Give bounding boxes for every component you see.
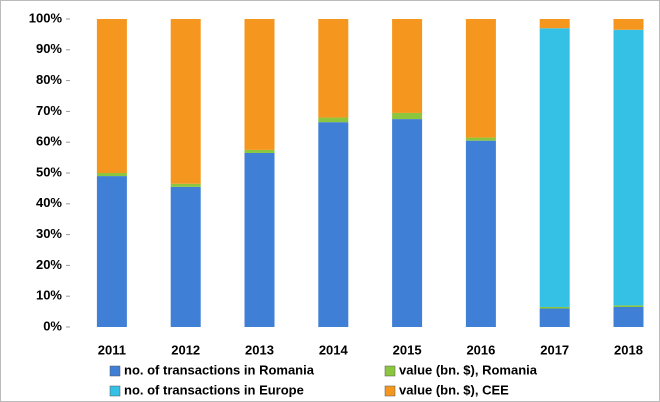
x-tick-label: 2015 (393, 342, 422, 357)
y-tick-label: 20% (36, 257, 62, 272)
y-tick-label: 90% (36, 41, 62, 56)
y-tick-label: 10% (36, 288, 62, 303)
bar-segment (244, 19, 275, 150)
bar-segment (539, 306, 570, 309)
legend-label: no. of transactions in Europe (124, 382, 304, 397)
y-tick-label: 0% (43, 318, 62, 333)
x-tick-label: 2014 (319, 342, 349, 357)
x-tick-label: 2013 (245, 342, 274, 357)
legend-swatch (384, 365, 396, 377)
bar-segment (392, 19, 423, 113)
bar-segment (392, 112, 423, 120)
bar-segment (318, 19, 349, 118)
bar-segment (170, 19, 201, 184)
legend: no. of transactions in Romania value (bn.… (109, 362, 538, 397)
bar-segment (613, 305, 644, 307)
bar-segment (96, 173, 127, 177)
bar-segment (244, 149, 275, 153)
bar-segment (539, 19, 570, 29)
legend-swatch (109, 365, 121, 377)
bar-segment (170, 186, 201, 327)
x-tick-label: 2016 (466, 342, 495, 357)
bar-segment (318, 122, 349, 328)
bar-segment (613, 306, 644, 327)
legend-swatch (384, 385, 396, 397)
legend-swatch (109, 385, 121, 397)
legend-label: value (bn. $), Romania (399, 362, 538, 377)
bar-segment (318, 117, 349, 123)
bar-segment (244, 152, 275, 327)
y-tick-label: 60% (36, 134, 62, 149)
legend-label: value (bn. $), CEE (399, 382, 509, 397)
bar-segment (613, 19, 644, 30)
legend-label: no. of transactions in Romania (124, 362, 315, 377)
bar-segment (96, 19, 127, 173)
y-tick-label: 50% (36, 164, 62, 179)
bar-segment (465, 140, 496, 327)
bar-segment (465, 137, 496, 141)
x-tick-label: 2018 (614, 342, 643, 357)
x-tick-label: 2011 (98, 342, 126, 357)
y-tick-label: 30% (36, 226, 62, 241)
bar-segment (465, 19, 496, 138)
bar-segment (96, 176, 127, 327)
bar-segment (170, 183, 201, 187)
y-tick-label: 70% (36, 103, 62, 118)
y-tick-label: 40% (36, 195, 62, 210)
bar-segment (392, 119, 423, 327)
y-tick-label: 100% (29, 10, 63, 25)
x-tick-label: 2012 (171, 342, 200, 357)
bar-segment (613, 29, 644, 306)
y-tick-label: 80% (36, 72, 62, 87)
bar-segment (539, 28, 570, 307)
x-tick-label: 2017 (540, 342, 569, 357)
bar-segment (539, 308, 570, 327)
